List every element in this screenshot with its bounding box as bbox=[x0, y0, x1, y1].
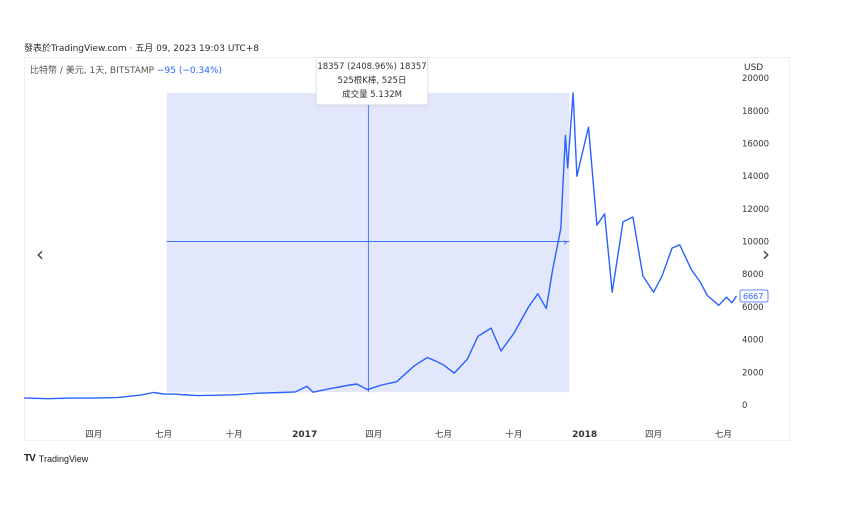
y-tick-label: 8000 bbox=[742, 270, 764, 280]
tooltip-volume: 成交量 5.132M bbox=[342, 90, 402, 100]
y-tick-label: 2000 bbox=[742, 368, 764, 378]
last-price-box bbox=[739, 289, 769, 303]
x-tick-label: 2017 bbox=[292, 430, 317, 440]
y-tick-label: 18000 bbox=[742, 107, 769, 117]
y-tick-label: 16000 bbox=[742, 140, 769, 150]
y-tick-label: 20000 bbox=[742, 74, 769, 84]
y-tick-label: 10000 bbox=[742, 238, 769, 248]
y-tick-label: 6000 bbox=[742, 303, 764, 313]
x-tick-label: 2018 bbox=[572, 430, 597, 440]
tooltip-change: 18357 (2408.96%) 18357 bbox=[317, 62, 427, 72]
x-tick-label: 七月 bbox=[155, 430, 172, 440]
scroll-left-button[interactable]: ‹ bbox=[36, 242, 44, 266]
x-tick-label: 七月 bbox=[715, 430, 732, 440]
tradingview-logo-text: TradingView bbox=[38, 453, 89, 464]
tooltip-bars: 525根K棒, 525日 bbox=[337, 76, 407, 86]
x-tick-label: 四月 bbox=[365, 430, 382, 440]
scroll-right-button[interactable]: › bbox=[762, 242, 770, 266]
symbol-info: 比特幣 / 美元, 1天, BITSTAMP −95 (−0.34%) bbox=[30, 63, 222, 76]
price-line bbox=[23, 92, 738, 400]
publish-source: 發表於TradingView.com bbox=[24, 44, 127, 54]
y-tick-label: 0 bbox=[742, 401, 747, 411]
publish-separator: · bbox=[129, 44, 136, 54]
publish-info: 發表於TradingView.com · 五月 09, 2023 19:03 U… bbox=[24, 41, 259, 54]
price-change: −95 (−0.34%) bbox=[157, 66, 223, 76]
tradingview-logo-icon: TV bbox=[24, 453, 36, 464]
publish-timestamp: 五月 09, 2023 19:03 UTC+8 bbox=[135, 44, 259, 54]
y-tick-label: 12000 bbox=[742, 205, 769, 215]
axis-unit: USD bbox=[744, 63, 764, 73]
x-tick-label: 四月 bbox=[85, 430, 102, 440]
x-tick-label: 四月 bbox=[645, 430, 662, 440]
crosshair-arrow-icon: › bbox=[563, 236, 567, 249]
x-tick-label: 十月 bbox=[226, 429, 243, 440]
last-price-label: 6667 bbox=[743, 292, 763, 301]
y-axis: 0 2000 4000 6000 8000 10000 12000 14000 16000 180… bbox=[742, 74, 769, 411]
measure-tooltip: 18357 (2408.96%) 18357 525根K棒, 525日 成交量 … bbox=[316, 57, 428, 105]
tradingview-logo[interactable]: TV TradingView bbox=[24, 453, 88, 464]
x-tick-label: 十月 bbox=[506, 429, 523, 440]
symbol-name: 比特幣 / 美元, 1天, BITSTAMP bbox=[30, 66, 155, 76]
y-tick-label: 14000 bbox=[742, 172, 769, 182]
y-tick-label: 4000 bbox=[742, 336, 764, 346]
x-tick-label: 七月 bbox=[435, 430, 452, 440]
x-axis: 四月 七月 十月 2017 四月 七月 十月 2018 四月 七月 bbox=[85, 429, 732, 440]
